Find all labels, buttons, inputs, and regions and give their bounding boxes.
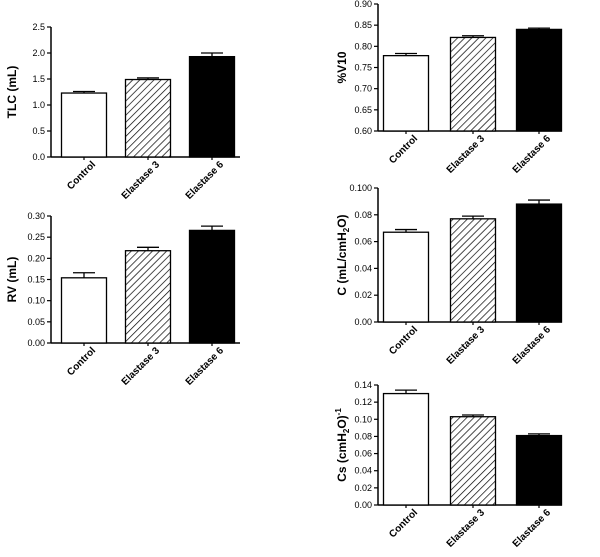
y-axis-label: C (mL/cmH2O): [335, 214, 351, 295]
bar-elastase-6: [515, 28, 563, 132]
y-tick-label: 1.0: [32, 100, 45, 110]
y-tick-label: 0.65: [354, 105, 372, 115]
y-tick-label: 0.05: [27, 317, 45, 327]
bar-control: [382, 231, 430, 323]
x-tick-label: Elastase 3: [445, 507, 488, 550]
x-tick-label: Elastase 6: [511, 324, 554, 367]
x-tick-label: Elastase 6: [184, 345, 227, 388]
tlc-chart: 0.0 0.5 1.0 1.5 2.0 2.5 Control Elastase 3 Elast…: [5, 22, 240, 202]
y-axis-label-main: Cs (cmH: [335, 433, 349, 482]
y-axis-label-sup: -1: [334, 408, 343, 416]
y-axis-label-main: RV (mL): [5, 257, 19, 303]
x-tick-label: Control: [65, 159, 98, 192]
y-tick-label: 0.0: [32, 152, 45, 162]
y-tick-label: 0.10: [27, 296, 45, 306]
y-tick-label: 0.04: [354, 263, 372, 273]
y-tick-label: 0.100: [349, 183, 372, 193]
y-tick-label: 0.20: [27, 253, 45, 263]
y-tick-label: 0.06: [354, 237, 372, 247]
bar-elastase-3: [124, 250, 172, 344]
y-axis-label-tail: O): [335, 415, 349, 428]
x-tick-label: Control: [65, 345, 98, 378]
x-tick-label: Control: [387, 324, 420, 357]
y-tick-label: 0.08: [354, 431, 372, 441]
bar-elastase-3: [449, 416, 497, 506]
bar-elastase-3: [124, 78, 172, 158]
bar-control: [382, 392, 430, 506]
bar-elastase-6: [188, 229, 236, 344]
y-tick-label: 0.90: [354, 0, 372, 9]
y-tick-label: 0.15: [27, 275, 45, 285]
rv-chart: 0.00 0.05 0.10 0.15 0.20 0.25 0.30 Control Elast…: [5, 211, 240, 388]
y-tick-label: 0.02: [354, 290, 372, 300]
y-tick-label: 0.00: [354, 500, 372, 510]
y-tick-label: 0.00: [354, 317, 372, 327]
specific-compliance-chart: 0.00 0.02 0.04 0.06 0.08 0.10 0.12 0.14 Control E…: [334, 380, 563, 550]
x-tick-label: Elastase 3: [120, 159, 163, 202]
x-tick-label: Elastase 3: [445, 324, 488, 367]
bar-elastase-6: [515, 434, 563, 506]
bar-control: [60, 92, 108, 158]
y-tick-label: 0.5: [32, 126, 45, 136]
y-tick-label: 0.14: [354, 380, 372, 390]
bar-control: [60, 277, 108, 344]
y-tick-label: 0.60: [354, 126, 372, 136]
bar-control: [382, 54, 430, 132]
bar-elastase-6: [188, 55, 236, 158]
y-axis-label-sub: 2: [342, 428, 351, 433]
y-tick-label: 0.80: [354, 41, 372, 51]
y-tick-label: 0.04: [354, 466, 372, 476]
y-tick-label: 0.75: [354, 63, 372, 73]
compliance-chart: 0.00 0.02 0.04 0.06 0.08 0.100 Control Elastase…: [335, 183, 563, 367]
y-axis-label: RV (mL): [5, 257, 19, 303]
y-axis-label: TLC (mL): [5, 66, 19, 119]
y-axis-label-sub: 2: [342, 227, 351, 232]
y-tick-label: 0.25: [27, 232, 45, 242]
y-tick-label: 0.00: [27, 338, 45, 348]
y-tick-label: 0.02: [354, 483, 372, 493]
x-tick-label: Elastase 6: [511, 507, 554, 550]
y-tick-label: 0.06: [354, 449, 372, 459]
y-tick-label: 0.85: [354, 20, 372, 30]
y-tick-label: 0.30: [27, 211, 45, 221]
x-tick-label: Control: [387, 133, 420, 166]
y-tick-label: 0.08: [354, 210, 372, 220]
y-axis-label: %V10: [335, 51, 349, 83]
bar-elastase-3: [449, 218, 497, 323]
y-axis-label-main: %V10: [335, 51, 349, 83]
y-tick-label: 0.10: [354, 414, 372, 424]
x-tick-label: Control: [387, 507, 420, 540]
x-tick-label: Elastase 3: [445, 133, 488, 176]
v10-chart: 0.60 0.65 0.70 0.75 0.80 0.85 0.90 Control Elast…: [335, 0, 563, 176]
y-axis-label-main: TLC (mL): [5, 66, 19, 119]
x-tick-label: Elastase 3: [120, 345, 163, 388]
y-axis-label-tail: O): [335, 214, 349, 227]
x-tick-label: Elastase 6: [184, 159, 227, 202]
y-axis-label-main: C (mL/cmH: [335, 232, 349, 295]
y-tick-label: 2.5: [32, 22, 45, 32]
y-axis-label: Cs (cmH2O)-1: [334, 408, 351, 482]
bar-elastase-3: [449, 36, 497, 132]
y-tick-label: 0.70: [354, 84, 372, 94]
x-tick-label: Elastase 6: [511, 133, 554, 176]
y-tick-label: 0.12: [354, 397, 372, 407]
y-tick-label: 1.5: [32, 74, 45, 84]
y-tick-label: 2.0: [32, 48, 45, 58]
bar-elastase-6: [515, 203, 563, 323]
